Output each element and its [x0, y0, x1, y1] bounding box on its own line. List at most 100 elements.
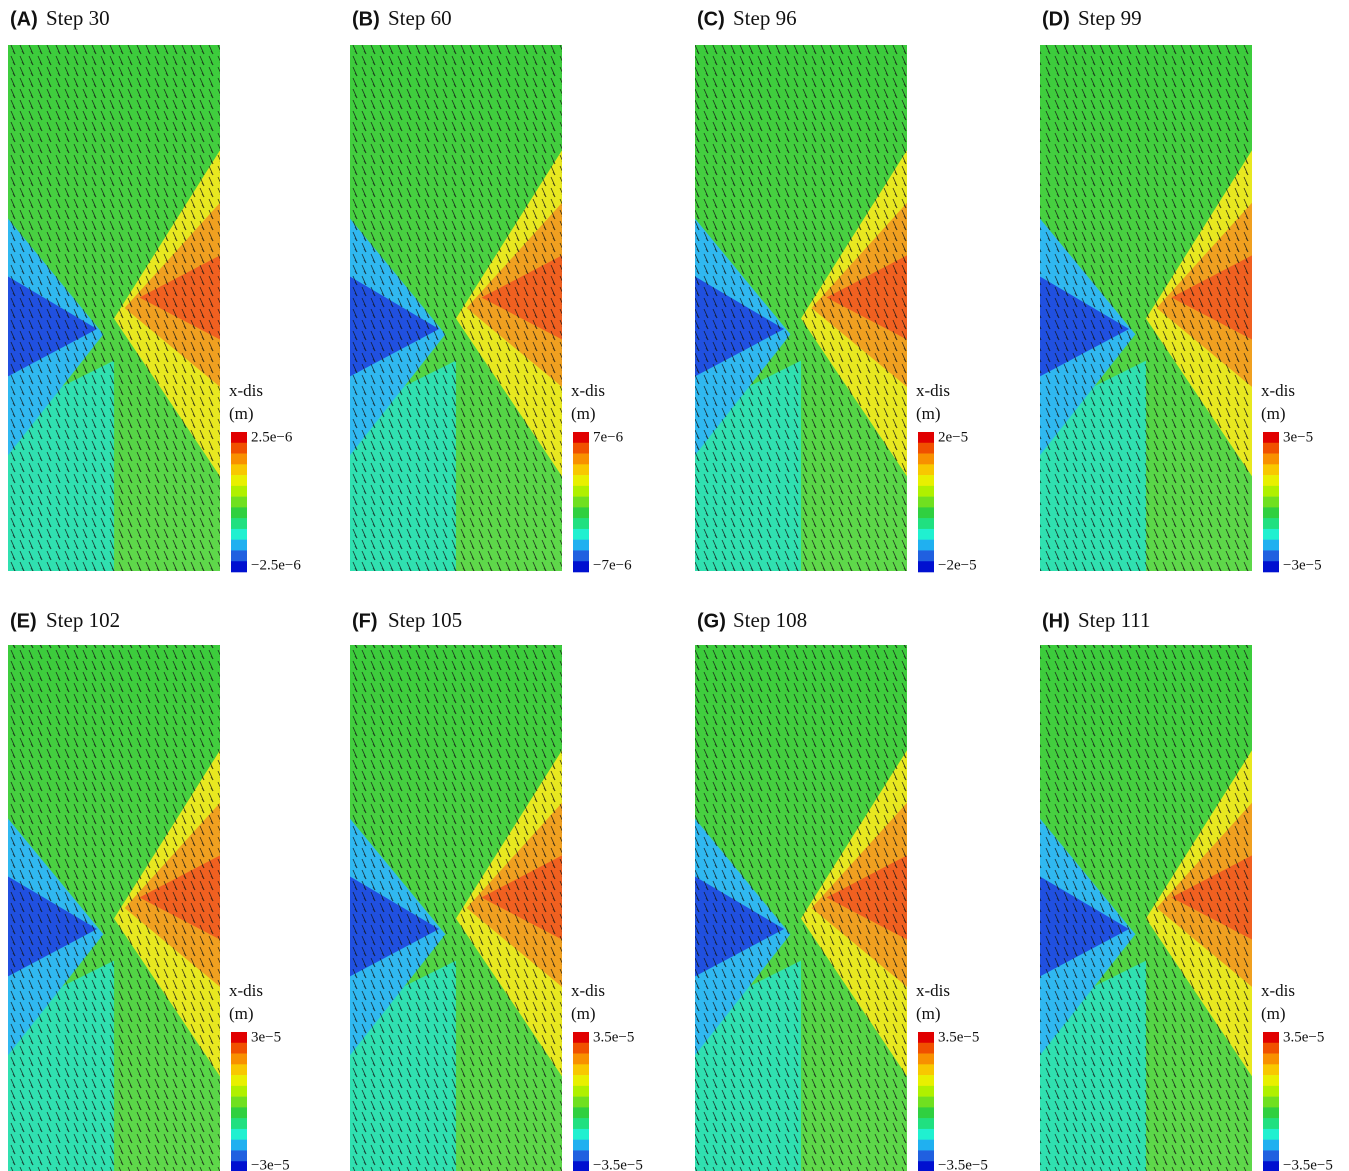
panel-letter: (C) — [697, 8, 725, 30]
colorbar-swatch — [573, 1118, 589, 1130]
colorbar-label: x-dis — [229, 981, 263, 1000]
colorbar-swatch — [573, 507, 589, 519]
panel-title: Step 30 — [46, 6, 110, 30]
colorbar-swatch — [573, 432, 589, 444]
colorbar-label: x-dis — [916, 381, 950, 400]
colorbar-swatch — [573, 1032, 589, 1044]
colorbar-swatch — [918, 1085, 934, 1097]
colorbar-swatch — [231, 1085, 247, 1097]
arrow-overlay — [350, 45, 562, 571]
colorbar-swatch — [573, 539, 589, 551]
colorbar-swatch — [1263, 1139, 1279, 1151]
colorbar-swatch — [1263, 453, 1279, 465]
colorbar-swatch — [1263, 1064, 1279, 1076]
colorbar-swatch — [231, 1161, 247, 1171]
colorbar-swatch — [1263, 1161, 1279, 1171]
colorbar-min: −3.5e−5 — [593, 1157, 643, 1171]
displacement-field — [1040, 645, 1252, 1171]
arrow-overlay — [695, 645, 907, 1171]
colorbar-swatch — [1263, 1053, 1279, 1065]
displacement-field — [350, 45, 562, 571]
colorbar-swatch — [918, 507, 934, 519]
panel-letter: (D) — [1042, 8, 1070, 30]
panel: (E) Step 102 x-dis (m) 3e−5 −3e−5 — [8, 608, 290, 1171]
colorbar-swatch — [918, 1107, 934, 1119]
colorbar-max: 7e−6 — [593, 429, 624, 445]
panel-title: Step 102 — [46, 608, 120, 632]
colorbar-unit: (m) — [571, 1004, 596, 1023]
colorbar-swatch — [573, 528, 589, 540]
colorbar-swatch — [918, 528, 934, 540]
colorbar-swatch — [231, 1107, 247, 1119]
colorbar-swatch — [918, 442, 934, 454]
panel: (A) Step 30 x-dis (m) 2.5e−6 −2.5e−6 — [8, 6, 301, 573]
panel-letter: (E) — [10, 610, 37, 632]
colorbar-swatch — [231, 432, 247, 444]
colorbar-swatch — [918, 1064, 934, 1076]
colorbar-swatch — [573, 485, 589, 497]
colorbar-swatch — [231, 442, 247, 454]
colorbar-swatch — [231, 1139, 247, 1151]
arrow-overlay — [350, 645, 562, 1171]
colorbar-label: x-dis — [229, 381, 263, 400]
colorbar-unit: (m) — [229, 1004, 254, 1023]
colorbar-label: x-dis — [571, 381, 605, 400]
colorbar-swatch — [573, 518, 589, 530]
arrow-overlay — [1040, 645, 1252, 1171]
colorbar-swatch — [231, 1150, 247, 1162]
colorbar-swatch — [231, 496, 247, 508]
colorbar-swatch — [573, 1085, 589, 1097]
colorbar-label: x-dis — [1261, 981, 1295, 1000]
arrow-overlay — [695, 45, 907, 571]
colorbar-label: x-dis — [571, 981, 605, 1000]
colorbar-swatch — [231, 528, 247, 540]
colorbar-swatch — [918, 1032, 934, 1044]
colorbar-swatch — [918, 550, 934, 562]
colorbar-swatch — [573, 1096, 589, 1108]
colorbar-min: −2e−5 — [938, 557, 977, 573]
colorbar-swatch — [573, 1042, 589, 1054]
colorbar-swatch — [573, 550, 589, 562]
panel-title: Step 99 — [1078, 6, 1142, 30]
panel: (D) Step 99 x-dis (m) 3e−5 −3e−5 — [1040, 6, 1322, 573]
panel: (C) Step 96 x-dis (m) 2e−5 −2e−5 — [695, 6, 977, 573]
colorbar-swatch — [918, 1053, 934, 1065]
colorbar-swatch — [231, 518, 247, 530]
colorbar-min: −3.5e−5 — [1283, 1157, 1333, 1171]
colorbar-swatch — [1263, 1096, 1279, 1108]
colorbar-swatch — [573, 1139, 589, 1151]
colorbar-max: 3.5e−5 — [1283, 1029, 1324, 1045]
colorbar-swatch — [573, 475, 589, 487]
colorbar-swatch — [918, 485, 934, 497]
colorbar-swatch — [231, 1064, 247, 1076]
colorbar-swatch — [1263, 507, 1279, 519]
colorbar-swatch — [573, 1128, 589, 1140]
colorbar-swatch — [231, 1042, 247, 1054]
colorbar-swatch — [573, 1064, 589, 1076]
panel: (G) Step 108 x-dis (m) 3.5e−5 −3.5e−5 — [695, 608, 988, 1171]
panel-letter: (G) — [697, 610, 726, 632]
colorbar-swatch — [1263, 1032, 1279, 1044]
colorbar-swatch — [573, 453, 589, 465]
colorbar-swatch — [231, 561, 247, 573]
colorbar-swatch — [918, 1150, 934, 1162]
panel: (H) Step 111 x-dis (m) 3.5e−5 −3.5e−5 — [1040, 608, 1333, 1171]
colorbar-swatch — [1263, 1075, 1279, 1087]
displacement-field — [8, 645, 220, 1171]
colorbar-min: −7e−6 — [593, 557, 632, 573]
colorbar-swatch — [918, 1042, 934, 1054]
colorbar-swatch — [573, 496, 589, 508]
colorbar-swatch — [1263, 561, 1279, 573]
colorbar-swatch — [231, 1128, 247, 1140]
displacement-field — [350, 645, 562, 1171]
colorbar-unit: (m) — [916, 1004, 941, 1023]
colorbar-swatch — [918, 432, 934, 444]
colorbar-swatch — [918, 496, 934, 508]
colorbar-swatch — [231, 453, 247, 465]
colorbar-swatch — [1263, 528, 1279, 540]
colorbar-swatch — [918, 1128, 934, 1140]
displacement-field — [695, 45, 907, 571]
colorbar-max: 3e−5 — [251, 1029, 281, 1045]
panel-title: Step 111 — [1078, 608, 1151, 632]
